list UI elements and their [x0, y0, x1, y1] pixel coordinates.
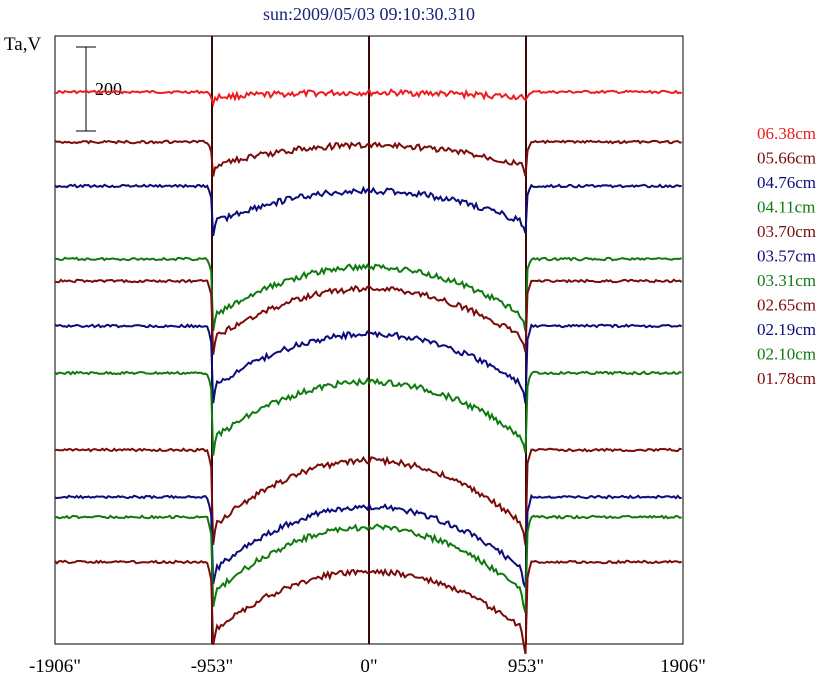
legend-entry: 04.11cm — [757, 198, 815, 217]
series-line-04.11cm — [54, 256, 683, 332]
legend-entry: 04.76cm — [757, 173, 816, 192]
legend-entry: 02.10cm — [757, 345, 816, 364]
legend-entry: 06.38cm — [757, 124, 816, 143]
legend: 06.38cm 05.66cm 04.76cm 04.11cm 03.70cm 03.57… — [757, 124, 816, 388]
series-line-06.38cm — [55, 87, 682, 108]
x-tick-label: -953" — [191, 656, 234, 677]
series-line-01.78cm — [54, 559, 683, 655]
legend-entry: 03.57cm — [757, 247, 816, 266]
chart-title: sun:2009/05/03 09:10:30.310 — [263, 4, 475, 24]
series-line-03.31cm — [54, 370, 682, 456]
legend-entry: 02.65cm — [757, 296, 816, 315]
x-tick-label: -1906" — [29, 656, 81, 677]
x-tick-label: 1906" — [660, 656, 706, 677]
vertical-markers — [211, 36, 527, 644]
legend-entry: 05.66cm — [757, 149, 816, 168]
legend-entry: 03.70cm — [757, 222, 816, 241]
scale-bar-label: 200 — [95, 79, 122, 99]
series-group — [54, 87, 683, 655]
series-line-03.57cm — [54, 323, 683, 404]
legend-entry: 02.19cm — [757, 320, 816, 339]
x-tick-labels: -1906" -953" 0" 953" 1906" — [29, 656, 706, 677]
scale-bar: 200 — [76, 46, 122, 132]
legend-entry: 03.31cm — [757, 271, 816, 290]
series-line-02.65cm — [55, 447, 682, 546]
x-tick-label: 0" — [360, 656, 377, 677]
x-tick-label: 953" — [508, 656, 544, 677]
series-line-02.10cm — [54, 514, 682, 614]
series-line-02.19cm — [54, 493, 682, 588]
series-line-04.76cm — [54, 183, 682, 237]
legend-entry: 01.78cm — [757, 369, 816, 388]
y-axis-label: Ta,V — [4, 34, 41, 55]
series-line-05.66cm — [54, 139, 682, 177]
series-line-03.70cm — [54, 278, 683, 355]
